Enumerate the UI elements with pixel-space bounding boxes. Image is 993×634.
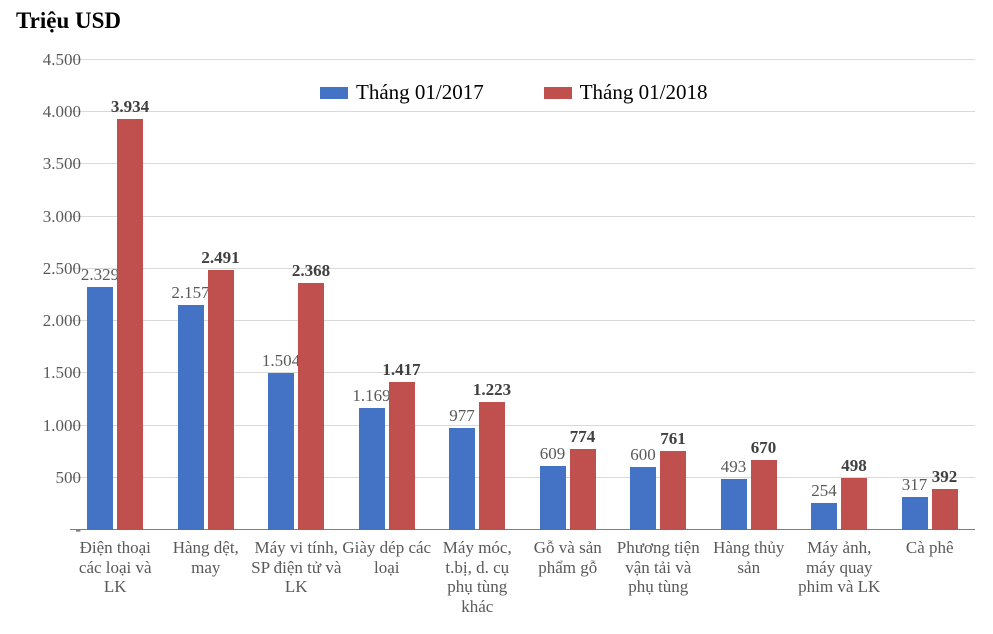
bar-group: 2.1572.491 <box>178 270 234 530</box>
bar-2017: 1.504 <box>268 373 294 530</box>
bar-value-label: 2.368 <box>292 261 330 281</box>
x-axis-label: Hàng thủy sản <box>704 538 795 577</box>
bar-2017: 1.169 <box>359 408 385 530</box>
gridline <box>70 163 975 164</box>
bar-2017: 2.329 <box>87 287 113 530</box>
bar-value-label: 493 <box>721 457 747 477</box>
bar-2017: 493 <box>721 479 747 530</box>
bar-group: 317392 <box>902 489 958 530</box>
bar-2018: 392 <box>932 489 958 530</box>
bar-value-label: 1.417 <box>382 360 420 380</box>
bar-2018: 3.934 <box>117 119 143 530</box>
bar-value-label: 1.504 <box>262 351 300 371</box>
bar-2017: 977 <box>449 428 475 530</box>
gridline <box>70 216 975 217</box>
bar-value-label: 2.491 <box>201 248 239 268</box>
bar-2017: 609 <box>540 466 566 530</box>
bar-group: 1.1691.417 <box>359 382 415 530</box>
y-tick-label: 1.500 <box>21 363 81 383</box>
bar-group: 493670 <box>721 460 777 530</box>
bar-value-label: 498 <box>841 456 867 476</box>
bar-value-label: 1.223 <box>473 380 511 400</box>
y-tick-label: 500 <box>21 468 81 488</box>
bar-group: 609774 <box>540 449 596 530</box>
bar-2017: 317 <box>902 497 928 530</box>
bar-value-label: 317 <box>902 475 928 495</box>
bar-group: 1.5042.368 <box>268 283 324 530</box>
bar-2018: 2.491 <box>208 270 234 530</box>
bar-2018: 1.223 <box>479 402 505 530</box>
bar-value-label: 774 <box>570 427 596 447</box>
bar-value-label: 254 <box>811 481 837 501</box>
bar-group: 9771.223 <box>449 402 505 530</box>
bar-value-label: 609 <box>540 444 566 464</box>
gridline <box>70 111 975 112</box>
bar-value-label: 392 <box>932 467 958 487</box>
bar-2018: 1.417 <box>389 382 415 530</box>
chart-title: Triệu USD <box>16 8 121 34</box>
x-axis-label: Máy ảnh, máy quay phim và LK <box>794 538 885 597</box>
bar-value-label: 670 <box>751 438 777 458</box>
bar-2018: 670 <box>751 460 777 530</box>
y-tick-label: 3.000 <box>21 207 81 227</box>
bar-2018: 498 <box>841 478 867 530</box>
bar-2017: 2.157 <box>178 305 204 530</box>
x-axis-labels: Điện thoại các loại và LKHàng dệt, mayMá… <box>70 534 975 629</box>
y-tick-label: 2.500 <box>21 259 81 279</box>
bar-value-label: 1.169 <box>352 386 390 406</box>
bar-value-label: 2.157 <box>171 283 209 303</box>
bar-value-label: 977 <box>449 406 475 426</box>
x-axis-label: Máy móc, t.bị, d. cụ phụ tùng khác <box>432 538 523 616</box>
gridline <box>70 268 975 269</box>
y-tick-label: - <box>21 520 81 540</box>
x-axis-label: Điện thoại các loại và LK <box>70 538 161 597</box>
y-tick-label: 4.000 <box>21 102 81 122</box>
x-axis-label: Máy vi tính, SP điện tử và LK <box>251 538 342 597</box>
bar-2017: 600 <box>630 467 656 530</box>
y-tick-label: 2.000 <box>21 311 81 331</box>
gridline <box>70 59 975 60</box>
bar-group: 600761 <box>630 451 686 530</box>
x-axis-label: Cà phê <box>885 538 976 558</box>
bar-2018: 774 <box>570 449 596 530</box>
bar-2018: 761 <box>660 451 686 530</box>
x-axis-label: Hàng dệt, may <box>161 538 252 577</box>
bar-value-label: 2.329 <box>81 265 119 285</box>
chart-plot-area: 2.3293.9342.1572.4911.5042.3681.1691.417… <box>70 60 975 530</box>
x-axis-label: Giày dép các loại <box>342 538 433 577</box>
bar-group: 254498 <box>811 478 867 530</box>
y-tick-label: 1.000 <box>21 416 81 436</box>
bar-group: 2.3293.934 <box>87 119 143 530</box>
bar-2018: 2.368 <box>298 283 324 530</box>
bar-value-label: 600 <box>630 445 656 465</box>
y-tick-label: 3.500 <box>21 154 81 174</box>
y-tick-label: 4.500 <box>21 50 81 70</box>
bar-value-label: 761 <box>660 429 686 449</box>
x-axis-label: Phương tiện vận tải và phụ tùng <box>613 538 704 597</box>
bar-value-label: 3.934 <box>111 97 149 117</box>
bar-2017: 254 <box>811 503 837 530</box>
x-axis-label: Gỗ và sản phẩm gỗ <box>523 538 614 577</box>
